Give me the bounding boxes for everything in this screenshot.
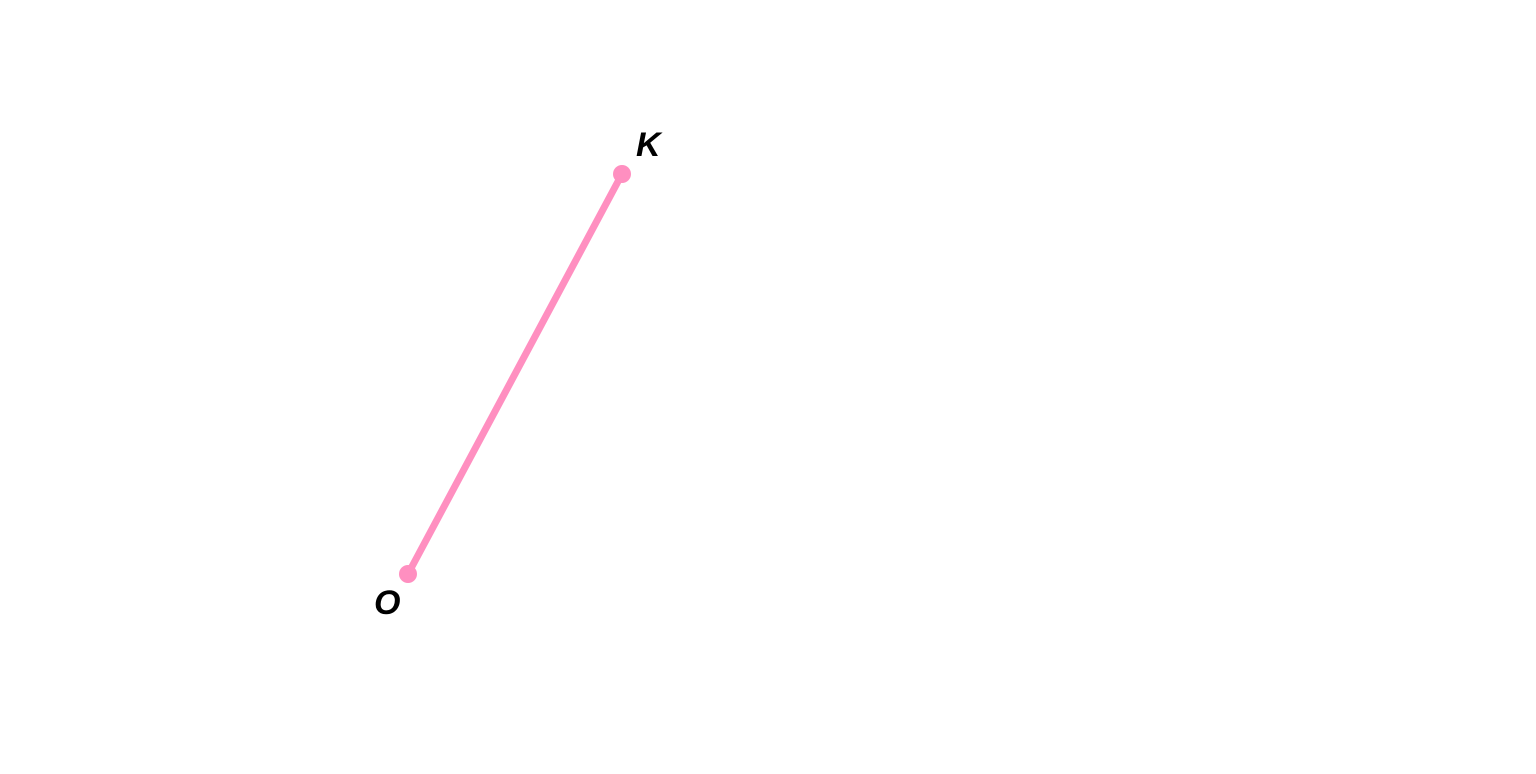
label-k: K	[636, 126, 663, 164]
point-o	[399, 565, 417, 583]
label-o: O	[374, 584, 400, 622]
segment-ok	[408, 174, 622, 574]
point-k	[613, 165, 631, 183]
geometry-diagram: O K	[0, 0, 1536, 774]
